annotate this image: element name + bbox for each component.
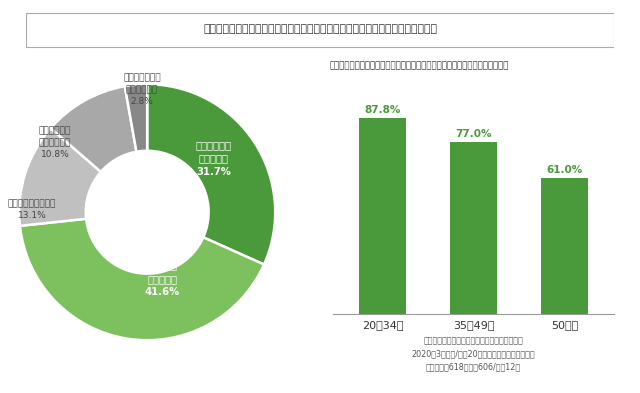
Bar: [541, 178, 588, 314]
Text: とても不安を
感じている
31.7%: とても不安を 感じている 31.7%: [196, 140, 232, 177]
Wedge shape: [20, 219, 264, 340]
Wedge shape: [125, 84, 147, 152]
Text: 61.0%: 61.0%: [547, 165, 582, 175]
Wedge shape: [51, 86, 136, 172]
Text: 「とても不安を感じている」と「やや不安を感じている」の合計値（年代別）: 「とても不安を感じている」と「やや不安を感じている」の合計値（年代別）: [330, 61, 509, 70]
Text: 87.8%: 87.8%: [365, 105, 401, 115]
Bar: [359, 118, 406, 314]
Text: まったく不安を
感じていない
2.8%: まったく不安を 感じていない 2.8%: [124, 73, 161, 106]
Text: どちらともいえない
13.1%: どちらともいえない 13.1%: [8, 199, 56, 220]
FancyBboxPatch shape: [26, 13, 614, 47]
Text: 77.0%: 77.0%: [455, 129, 492, 139]
Bar: [450, 142, 497, 314]
Text: 調査委託先：マクロミル・インターネット調査
2020年3月実施/全国20歳以上の小学校教員を対象
サンプル数618（公立606/私立12）: 調査委託先：マクロミル・インターネット調査 2020年3月実施/全国20歳以上の…: [412, 336, 536, 371]
Wedge shape: [19, 128, 101, 226]
Wedge shape: [147, 84, 275, 264]
Text: 小学校でのプログラミング教育必修化について現在どの程度不安を感じているか: 小学校でのプログラミング教育必修化について現在どの程度不安を感じているか: [203, 24, 437, 34]
Text: やや不安を
感じている
41.6%: やや不安を 感じている 41.6%: [145, 261, 180, 297]
Text: あまり不安を
感じていない
10.8%: あまり不安を 感じていない 10.8%: [39, 127, 71, 160]
